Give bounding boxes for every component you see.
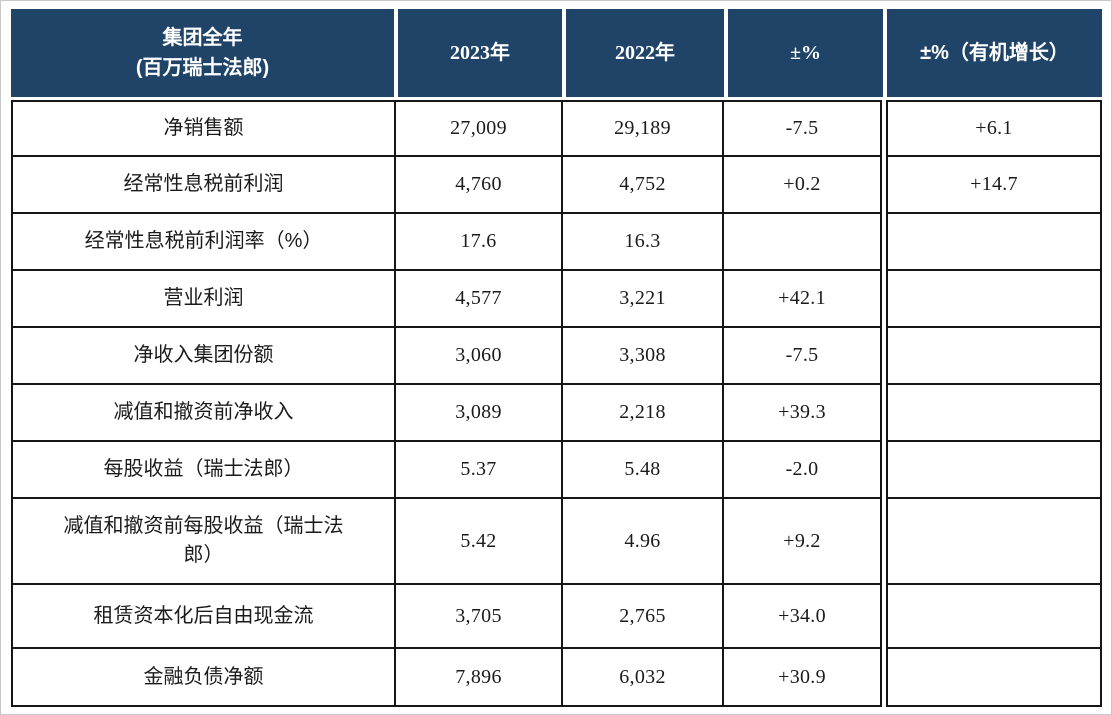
table-body: 净销售额 27,009 29,189 -7.5 +6.1 经常性息税前利润 4,… (11, 100, 1102, 707)
value-organic-growth (886, 214, 1102, 271)
row-label: 减值和撤资前净收入 (11, 385, 396, 442)
value-change-pct: +34.0 (724, 585, 882, 649)
value-change-pct: -2.0 (724, 442, 882, 499)
value-2023: 5.42 (396, 499, 563, 585)
value-2022: 4.96 (563, 499, 724, 585)
value-2022: 2,765 (563, 585, 724, 649)
value-change-pct: +0.2 (724, 157, 882, 214)
row-label: 经常性息税前利润 (11, 157, 396, 214)
value-organic-growth (886, 585, 1102, 649)
column-gap (882, 271, 886, 328)
value-change-pct: +42.1 (724, 271, 882, 328)
row-label: 租赁资本化后自由现金流 (11, 585, 396, 649)
value-2022: 3,221 (563, 271, 724, 328)
value-2023: 3,089 (396, 385, 563, 442)
value-2022: 6,032 (563, 649, 724, 707)
row-label: 每股收益（瑞士法郎） (11, 442, 396, 499)
value-2022: 4,752 (563, 157, 724, 214)
value-2022: 29,189 (563, 100, 724, 157)
value-2023: 5.37 (396, 442, 563, 499)
column-gap (882, 100, 886, 157)
row-label: 经常性息税前利润率（%） (11, 214, 396, 271)
value-organic-growth (886, 442, 1102, 499)
value-2023: 7,896 (396, 649, 563, 707)
value-2023: 27,009 (396, 100, 563, 157)
value-change-pct: +9.2 (724, 499, 882, 585)
column-gap (882, 442, 886, 499)
header-organic-growth: ±%（有机增长） (887, 9, 1102, 97)
value-change-pct: +30.9 (724, 649, 882, 707)
value-change-pct: -7.5 (724, 100, 882, 157)
value-organic-growth (886, 328, 1102, 385)
value-2023: 3,060 (396, 328, 563, 385)
column-gap (882, 499, 886, 585)
column-gap (882, 649, 886, 707)
value-2022: 3,308 (563, 328, 724, 385)
row-label: 金融负债净额 (11, 649, 396, 707)
header-year-2022: 2022年 (566, 9, 724, 97)
row-label: 减值和撤资前每股收益（瑞士法郎） (11, 499, 396, 585)
financial-summary-table: 集团全年 (百万瑞士法郎) 2023年 2022年 ±% ±%（有机增长） 净销… (11, 9, 1102, 707)
value-change-pct: -7.5 (724, 328, 882, 385)
header-change-pct: ±% (728, 9, 883, 97)
value-change-pct: +39.3 (724, 385, 882, 442)
header-group-title: 集团全年 (百万瑞士法郎) (11, 9, 394, 97)
column-gap (882, 585, 886, 649)
column-gap (882, 214, 886, 271)
value-2023: 4,577 (396, 271, 563, 328)
table-header-row: 集团全年 (百万瑞士法郎) 2023年 2022年 ±% ±%（有机增长） (11, 9, 1102, 97)
value-change-pct (724, 214, 882, 271)
row-label: 净销售额 (11, 100, 396, 157)
header-title-line1: 集团全年 (162, 27, 243, 49)
value-2023: 17.6 (396, 214, 563, 271)
value-organic-growth (886, 649, 1102, 707)
value-2023: 3,705 (396, 585, 563, 649)
value-2022: 16.3 (563, 214, 724, 271)
column-gap (882, 385, 886, 442)
value-organic-growth (886, 385, 1102, 442)
value-organic-growth (886, 271, 1102, 328)
row-label: 营业利润 (11, 271, 396, 328)
value-organic-growth (886, 499, 1102, 585)
column-gap (882, 157, 886, 214)
value-2022: 5.48 (563, 442, 724, 499)
column-gap (882, 328, 886, 385)
value-organic-growth: +6.1 (886, 100, 1102, 157)
value-2023: 4,760 (396, 157, 563, 214)
header-year-2023: 2023年 (398, 9, 562, 97)
value-2022: 2,218 (563, 385, 724, 442)
header-title-line2: (百万瑞士法郎) (135, 57, 270, 79)
row-label: 净收入集团份额 (11, 328, 396, 385)
value-organic-growth: +14.7 (886, 157, 1102, 214)
